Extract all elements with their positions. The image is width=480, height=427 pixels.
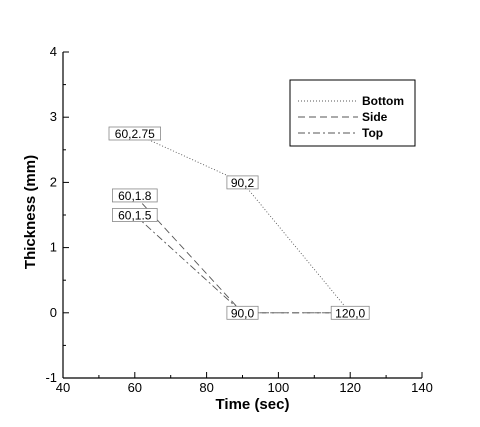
- legend-box: [289, 79, 416, 147]
- y-tick-label: 2: [50, 174, 57, 189]
- data-label-box: [108, 126, 161, 141]
- x-tick-label: 120: [339, 380, 361, 395]
- data-label: 90,0: [226, 305, 259, 320]
- y-tick-label: 4: [50, 44, 57, 59]
- legend-label-side: Side: [362, 110, 388, 124]
- data-label-text: 60,1.5: [118, 209, 152, 223]
- series-lines: [134, 133, 351, 314]
- legend: Bottom Side Top: [289, 79, 416, 147]
- data-label: 60,2.75: [108, 126, 161, 141]
- data-label-box: [112, 208, 158, 222]
- x-tick-label: 80: [199, 380, 213, 395]
- data-label-box: [330, 305, 370, 320]
- series-line-bottom: [134, 133, 351, 314]
- x-tick-label: 100: [268, 380, 290, 395]
- x-tick-label: 140: [411, 380, 433, 395]
- x-axis-title: Time (sec): [216, 396, 290, 413]
- y-tick-label: 0: [50, 305, 57, 320]
- data-label-box: [112, 188, 158, 203]
- data-label-box: [226, 305, 259, 320]
- y-tick-label: -1: [45, 370, 57, 385]
- data-label: 60,1.5: [112, 208, 158, 223]
- data-label: 90,2: [226, 175, 259, 190]
- data-label: 60,1.8: [112, 188, 158, 203]
- y-tick-label: 1: [50, 240, 57, 255]
- point-annotations: 60,2.75 90,2 60,1.8 60,1.5 90,0 120,0: [108, 126, 370, 320]
- data-label-text: 120,0: [335, 306, 365, 320]
- data-label-text: 60,1.8: [118, 189, 152, 203]
- x-tick-label: 40: [56, 380, 70, 395]
- legend-label-bottom: Bottom: [362, 94, 404, 108]
- x-tick-label: 60: [128, 380, 142, 395]
- series-line-side: [134, 195, 351, 314]
- legend-label-top: Top: [362, 126, 383, 140]
- series-line-top: [134, 214, 351, 314]
- axes: 40 60 80 100 120 140 -1 0 1 2 3 4: [45, 44, 432, 395]
- data-label-text: 90,2: [231, 176, 255, 190]
- data-label-text: 90,0: [231, 306, 255, 320]
- y-axis-title: Thickness (mm): [22, 155, 39, 269]
- y-tick-label: 3: [50, 109, 57, 124]
- data-label-text: 60,2.75: [115, 127, 155, 141]
- data-label-box: [226, 175, 259, 190]
- data-label: 120,0: [330, 305, 370, 320]
